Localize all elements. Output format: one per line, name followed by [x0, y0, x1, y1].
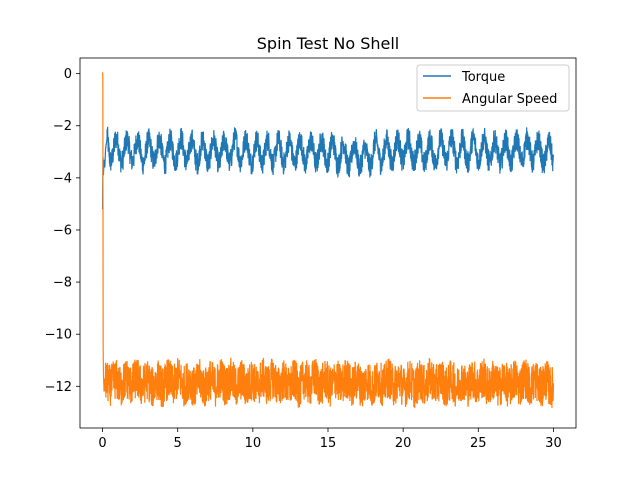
y-tick-label: −2 [53, 119, 72, 134]
series-line-torque [101, 126, 555, 210]
x-tick-label: 10 [245, 436, 262, 451]
series-line-angular-speed [101, 72, 555, 408]
y-tick-label: −4 [53, 171, 72, 186]
legend: Torque Angular Speed [416, 64, 570, 112]
legend-label: Angular Speed [462, 92, 557, 107]
x-tick-label: 5 [174, 436, 182, 451]
y-tick-label: −8 [53, 276, 72, 291]
plot-area [101, 72, 555, 408]
y-tick-label: 0 [64, 67, 72, 82]
y-axis: 0 −2 −4 −6 −8 −10 −12 [45, 67, 80, 395]
x-tick-label: 30 [545, 436, 562, 451]
x-tick-label: 0 [98, 436, 106, 451]
y-tick-label: −12 [45, 380, 72, 395]
x-tick-label: 15 [320, 436, 337, 451]
legend-label: Torque [461, 70, 505, 85]
x-tick-label: 20 [395, 436, 412, 451]
x-tick-label: 25 [470, 436, 487, 451]
x-axis: 0 5 10 15 20 25 30 [98, 428, 562, 451]
legend-box [416, 64, 570, 112]
y-tick-label: −10 [45, 328, 72, 343]
y-tick-label: −6 [53, 223, 72, 238]
chart-title: Spin Test No Shell [257, 34, 399, 53]
